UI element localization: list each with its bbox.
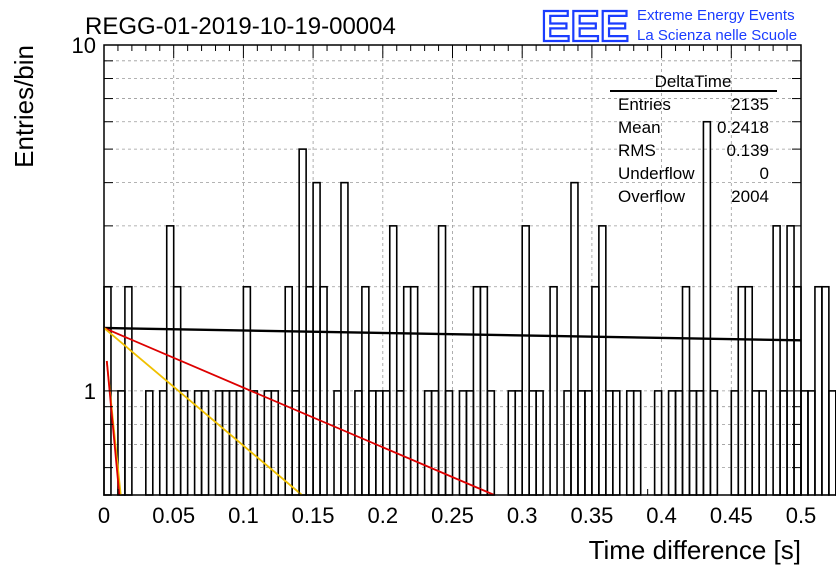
histogram-bin: [388, 225, 398, 496]
stats-row-label: Underflow: [618, 164, 695, 183]
stats-rows: Entries 2135 Mean 0.2418 RMS 0.139 Underflow 0 O…: [618, 95, 769, 206]
x-tick-label: 0: [98, 503, 110, 528]
stats-row-value: 0.139: [726, 141, 769, 160]
histogram-bin: [598, 225, 607, 496]
histogram-bin: [772, 225, 781, 496]
x-tick-label: 0.35: [570, 503, 613, 528]
fit-line: [103, 326, 802, 342]
axis-ticks: [103, 44, 802, 496]
stats-row-value: 0.2418: [717, 118, 769, 137]
histogram-bars: [103, 120, 836, 496]
histogram-bin: [298, 148, 307, 496]
x-tick-label: 0.1: [228, 503, 259, 528]
histogram-bin: [570, 181, 579, 496]
histogram-bin: [521, 225, 530, 496]
fit-line: [105, 360, 121, 496]
stats-row-label: RMS: [618, 141, 656, 160]
fit-line: [103, 327, 495, 496]
stats-row-label: Mean: [618, 118, 661, 137]
x-tick-label: 0.05: [152, 503, 195, 528]
histogram-bin: [814, 285, 823, 496]
logo-text: EEE: [541, 2, 629, 51]
stats-row-value: 0: [760, 164, 769, 183]
x-tick-label: 0.4: [646, 503, 677, 528]
x-tick-label: 0.15: [292, 503, 335, 528]
fit-line: [103, 327, 303, 496]
histogram-bin: [702, 120, 712, 496]
x-tick-label: 0.2: [368, 503, 399, 528]
x-tick-label: 0.25: [431, 503, 474, 528]
histogram-bin: [800, 390, 809, 496]
eee-logo: EEE Extreme Energy Events La Scienza nel…: [540, 1, 797, 52]
y-axis-label: Entries/bin: [9, 45, 39, 168]
stats-row-label: Overflow: [618, 187, 686, 206]
x-tick-label: 0.3: [507, 503, 538, 528]
histogram-bin: [821, 285, 830, 496]
y-tick-label: 1: [84, 379, 96, 404]
stats-box: DeltaTime Entries 2135 Mean 0.2418 RMS 0.139 U…: [610, 72, 777, 206]
stats-row-value: 2004: [731, 187, 769, 206]
chart-title: REGG-01-2019-10-19-00004: [85, 13, 396, 40]
stats-row-value: 2135: [731, 95, 769, 114]
histogram-bin: [340, 181, 349, 496]
histogram-bin: [807, 390, 816, 496]
histogram-bin: [312, 181, 321, 496]
x-axis-label: Time difference [s]: [589, 535, 801, 565]
histogram-bin: [165, 225, 175, 496]
stats-row-label: Entries: [618, 95, 671, 114]
x-tick-label: 0.5: [786, 503, 817, 528]
logo-line-1: Extreme Energy Events: [637, 7, 795, 24]
logo-line-2: La Scienza nelle Scuole: [637, 27, 797, 44]
stats-title: DeltaTime: [655, 72, 732, 91]
histogram-bin: [786, 225, 795, 496]
y-tick-labels: 1 10: [72, 33, 96, 404]
y-tick-label: 10: [72, 33, 96, 58]
histogram-bin: [828, 390, 836, 496]
x-tick-label: 0.45: [710, 503, 753, 528]
x-tick-labels: 0 0.05 0.1 0.15 0.2 0.25 0.3 0.35 0.4 0.45 0.5: [98, 503, 816, 528]
histogram-bin: [437, 225, 447, 496]
fit-lines: [103, 326, 802, 496]
